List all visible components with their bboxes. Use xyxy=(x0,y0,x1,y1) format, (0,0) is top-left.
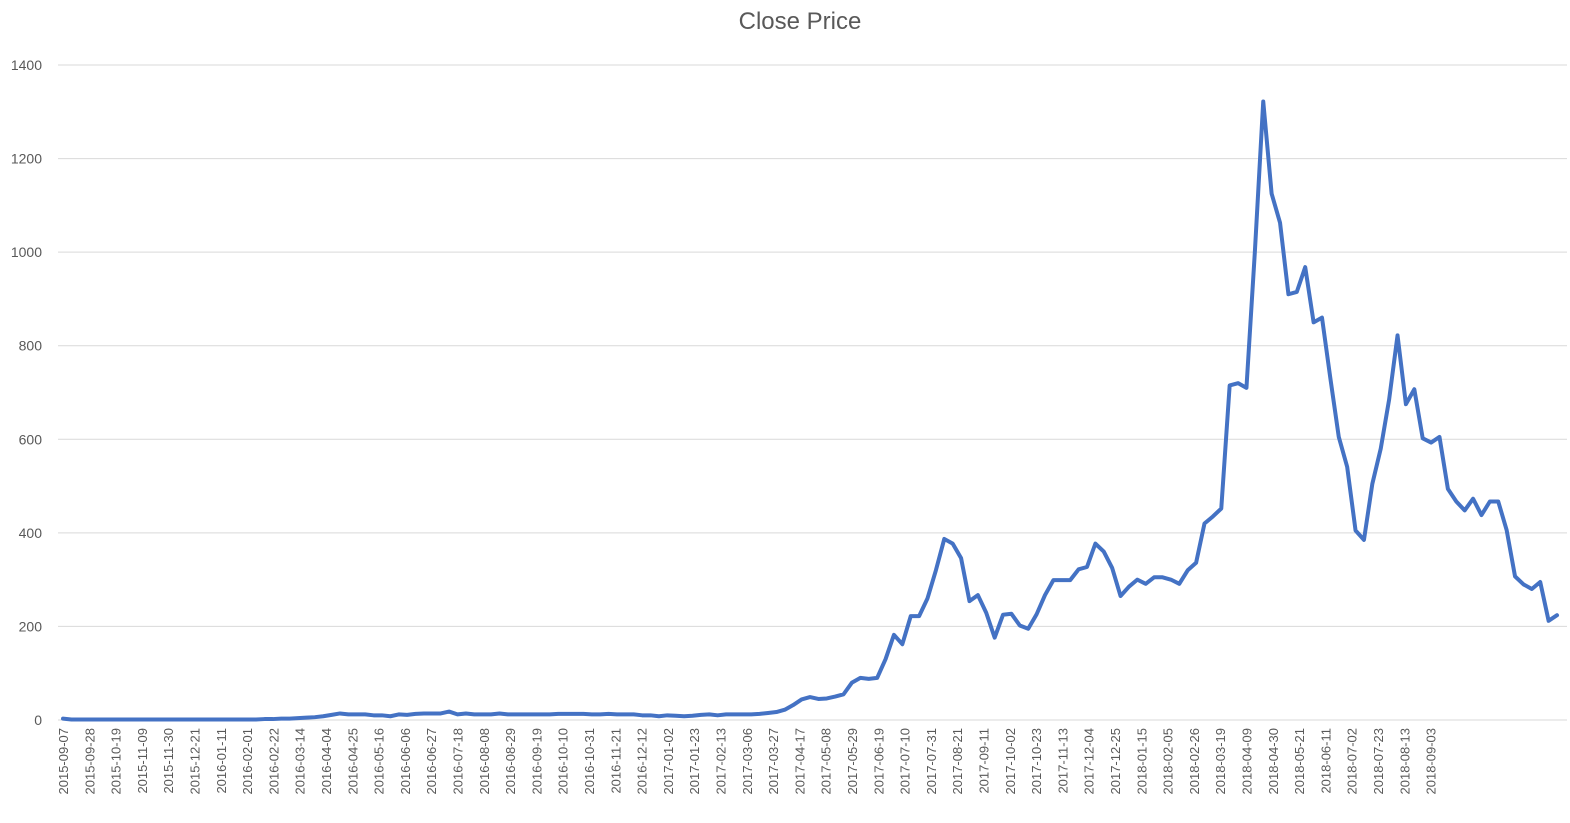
y-tick-label: 0 xyxy=(34,712,42,728)
x-tick-label: 2015-10-19 xyxy=(109,728,124,795)
x-tick-label: 2015-09-28 xyxy=(82,728,97,795)
x-tick-label: 2018-08-13 xyxy=(1397,728,1412,795)
x-tick-label: 2018-01-15 xyxy=(1134,728,1149,795)
x-tick-label: 2018-07-02 xyxy=(1345,728,1360,795)
series-line-close-price xyxy=(61,99,1559,722)
y-tick-label: 1200 xyxy=(11,151,42,167)
chart-title: Close Price xyxy=(738,8,862,35)
x-tick-label: 2018-02-05 xyxy=(1161,728,1176,795)
x-tick-label: 2016-06-27 xyxy=(424,728,439,795)
x-tick-label: 2018-04-30 xyxy=(1266,728,1281,795)
x-tick-label: 2018-07-23 xyxy=(1371,728,1386,795)
x-tick-label: 2018-06-11 xyxy=(1318,728,1333,794)
x-tick-label: 2016-06-06 xyxy=(398,728,413,795)
x-tick-label: 2016-10-31 xyxy=(582,728,597,795)
gridlines xyxy=(58,64,1567,721)
x-tick-label: 2017-02-13 xyxy=(714,728,729,795)
x-tick-label: 2016-02-01 xyxy=(240,728,255,795)
x-tick-label: 2017-12-25 xyxy=(1108,728,1123,795)
x-tick-label: 2016-10-10 xyxy=(556,728,571,795)
x-tick-label: 2017-03-06 xyxy=(740,728,755,795)
x-tick-label: 2018-05-21 xyxy=(1292,728,1307,795)
y-axis-tick-labels: 0 200 400 600 800 1000 1200 1400 xyxy=(11,57,42,728)
x-tick-label: 2017-08-21 xyxy=(950,728,965,795)
x-tick-label: 2016-03-14 xyxy=(293,728,308,795)
x-tick-label: 2017-10-02 xyxy=(1003,728,1018,795)
x-tick-label: 2017-05-29 xyxy=(845,728,860,795)
x-tick-label: 2018-03-19 xyxy=(1213,728,1228,795)
x-tick-label: 2018-09-03 xyxy=(1424,728,1439,795)
series-line-layer xyxy=(61,99,1559,722)
y-tick-label: 400 xyxy=(19,525,43,541)
x-axis-tick-labels: 2015-09-07 2015-09-28 2015-10-19 2015-11-09… xyxy=(56,728,1439,795)
x-tick-label: 2015-11-09 xyxy=(135,728,150,794)
y-tick-label: 200 xyxy=(19,618,43,634)
x-tick-label: 2017-07-31 xyxy=(924,728,939,795)
x-tick-label: 2018-02-26 xyxy=(1187,728,1202,795)
x-tick-label: 2017-11-13 xyxy=(1055,728,1070,794)
x-tick-label: 2017-06-19 xyxy=(871,728,886,795)
x-tick-label: 2016-07-18 xyxy=(451,728,466,795)
x-tick-label: 2015-11-30 xyxy=(161,728,176,794)
x-tick-label: 2017-01-23 xyxy=(687,728,702,795)
y-tick-label: 800 xyxy=(19,338,43,354)
x-tick-label: 2016-09-19 xyxy=(529,728,544,795)
x-tick-label: 2016-04-04 xyxy=(319,728,334,795)
x-tick-label: 2016-05-16 xyxy=(372,728,387,795)
x-tick-label: 2015-12-21 xyxy=(188,728,203,795)
x-tick-label: 2016-11-21 xyxy=(608,728,623,794)
y-tick-label: 600 xyxy=(19,431,43,447)
x-tick-label: 2016-12-12 xyxy=(635,728,650,795)
x-tick-label: 2018-04-09 xyxy=(1240,728,1255,795)
x-tick-label: 2017-04-17 xyxy=(792,728,807,795)
x-tick-label: 2016-04-25 xyxy=(345,728,360,795)
x-tick-label: 2016-01-11 xyxy=(214,728,229,794)
x-tick-label: 2016-08-08 xyxy=(477,728,492,795)
y-tick-label: 1000 xyxy=(11,244,42,260)
x-tick-label: 2017-07-10 xyxy=(898,728,913,795)
x-tick-label: 2017-09-11 xyxy=(977,728,992,794)
y-tick-label: 1400 xyxy=(11,57,42,73)
x-tick-label: 2017-10-23 xyxy=(1029,728,1044,795)
x-tick-label: 2017-01-02 xyxy=(661,728,676,795)
x-tick-label: 2016-08-29 xyxy=(503,728,518,795)
x-tick-label: 2015-09-07 xyxy=(56,728,71,795)
x-tick-label: 2016-02-22 xyxy=(266,728,281,795)
x-tick-label: 2017-05-08 xyxy=(819,728,834,795)
x-tick-label: 2017-12-04 xyxy=(1082,728,1097,795)
x-tick-label: 2017-03-27 xyxy=(766,728,781,795)
